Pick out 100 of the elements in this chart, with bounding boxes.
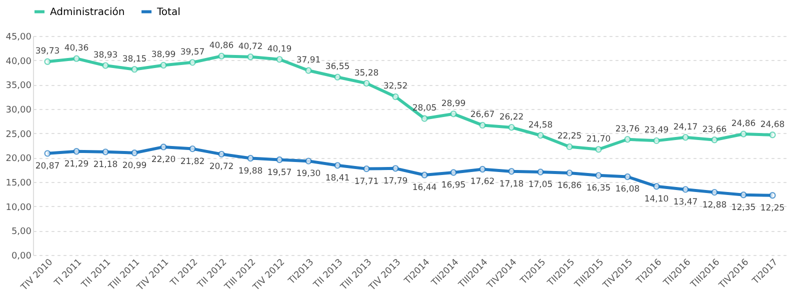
data-label: 17,18	[499, 179, 524, 190]
data-label: 20,99	[122, 160, 147, 171]
data-label: 37,91	[296, 56, 321, 66]
data-label: 39,73	[35, 46, 60, 57]
data-label: 28,99	[441, 98, 466, 109]
point	[44, 150, 51, 157]
data-label: 19,88	[238, 166, 263, 176]
data-label: 16,95	[441, 180, 466, 191]
y-tick-label: 5,00	[11, 227, 32, 238]
data-label: 18,41	[325, 173, 350, 184]
point	[624, 136, 631, 143]
point	[73, 55, 80, 62]
point	[421, 115, 428, 122]
point	[276, 156, 283, 164]
data-label: 24,68	[760, 120, 785, 130]
point	[102, 62, 109, 69]
data-label: 12,25	[760, 203, 785, 214]
data-label: 24,58	[528, 120, 553, 130]
data-label: 35,28	[354, 68, 379, 78]
data-label: 38,99	[151, 50, 176, 60]
point	[769, 132, 776, 138]
data-label: 16,86	[557, 180, 582, 191]
data-label: 12,88	[702, 200, 727, 210]
point	[508, 168, 515, 175]
data-label: 38,15	[122, 54, 147, 64]
data-label: 23,76	[615, 124, 640, 134]
legend-label: Total	[156, 6, 180, 18]
data-label: 32,52	[383, 82, 408, 92]
point	[189, 145, 196, 152]
y-tick-label: 40,00	[6, 56, 32, 67]
point	[305, 67, 312, 74]
point	[537, 168, 544, 176]
point	[73, 148, 80, 155]
point	[218, 150, 225, 158]
point	[363, 80, 370, 87]
point	[682, 186, 689, 193]
point	[508, 124, 515, 131]
y-tick-label: 25,00	[6, 130, 32, 140]
point	[479, 122, 486, 129]
point	[276, 56, 283, 63]
y-tick-label: 10,00	[6, 202, 32, 213]
data-label: 14,10	[644, 194, 669, 204]
data-label: 21,18	[93, 160, 118, 170]
point	[189, 59, 196, 66]
y-tick-label: 35,00	[6, 81, 32, 92]
point	[537, 132, 544, 139]
data-label: 22,25	[557, 132, 582, 142]
point	[131, 66, 138, 73]
point	[160, 62, 167, 69]
data-label: 36,55	[325, 62, 350, 72]
point	[363, 165, 370, 172]
data-label: 23,66	[702, 124, 727, 135]
y-tick-label: 0,00	[11, 252, 32, 262]
data-label: 22,20	[151, 154, 176, 165]
data-label: 23,49	[644, 126, 669, 136]
data-label: 40,19	[267, 44, 292, 54]
point	[653, 137, 660, 144]
data-label: 20,72	[209, 162, 234, 172]
point	[160, 144, 167, 150]
data-label: 40,72	[238, 42, 263, 52]
point	[682, 134, 689, 141]
data-label: 12,35	[731, 202, 756, 213]
point	[740, 130, 747, 138]
data-label: 21,82	[180, 156, 205, 167]
point	[334, 162, 341, 169]
point	[566, 143, 573, 150]
data-label: 17,05	[528, 180, 553, 190]
data-label: 16,44	[412, 182, 437, 193]
point	[421, 172, 428, 178]
point	[102, 148, 109, 156]
data-label: 19,57	[267, 168, 292, 178]
point	[595, 146, 602, 153]
data-label: 24,86	[731, 119, 756, 130]
legend-label: Administración	[50, 6, 125, 18]
data-label: 26,67	[470, 110, 495, 120]
data-label: 38,93	[93, 50, 118, 61]
point	[334, 74, 341, 80]
data-label: 13,47	[673, 197, 698, 208]
point	[740, 192, 747, 198]
data-label: 39,57	[180, 47, 205, 58]
point	[711, 136, 718, 144]
data-label: 16,08	[615, 184, 640, 195]
point	[247, 154, 254, 162]
data-label: 21,29	[64, 159, 89, 170]
point	[566, 170, 573, 176]
point	[305, 158, 312, 164]
data-label: 40,36	[64, 44, 89, 54]
data-label: 17,62	[470, 177, 495, 188]
y-tick-label: 15,00	[6, 178, 32, 188]
point	[392, 165, 399, 172]
point	[595, 172, 602, 179]
data-label: 17,79	[383, 176, 408, 186]
data-label: 40,86	[209, 41, 234, 52]
data-label: 26,22	[499, 112, 524, 122]
data-label: 19,30	[296, 169, 321, 180]
point	[247, 53, 254, 60]
data-label: 16,35	[586, 183, 611, 194]
point	[653, 183, 660, 190]
data-label: 17,71	[354, 176, 379, 187]
data-label: 28,05	[412, 103, 437, 114]
